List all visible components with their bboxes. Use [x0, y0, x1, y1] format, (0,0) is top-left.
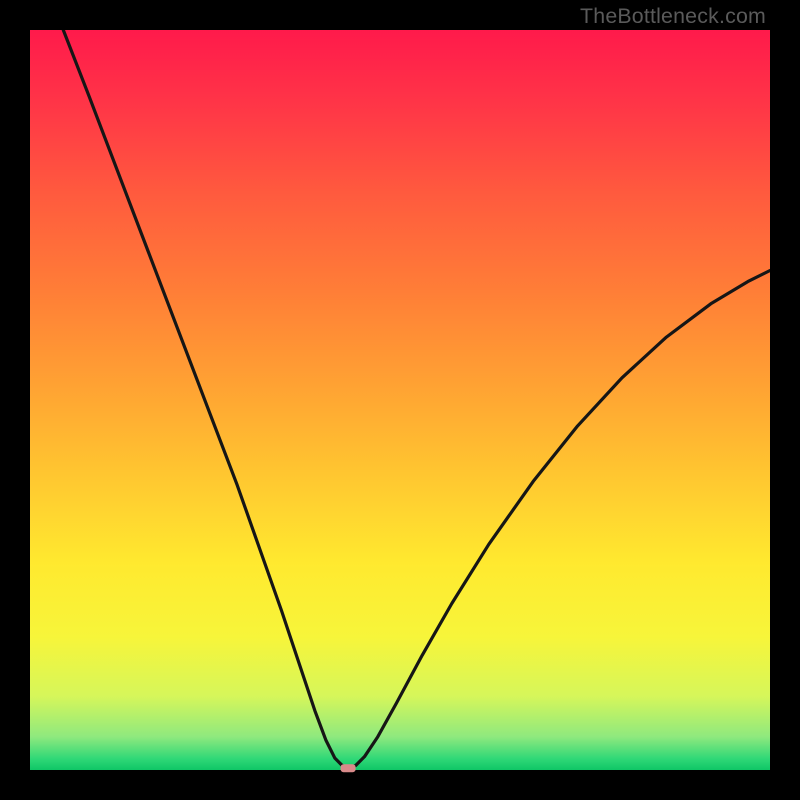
plot-area: [30, 30, 770, 770]
curve-layer: [30, 30, 770, 770]
chart-frame: TheBottleneck.com: [0, 0, 800, 800]
bottleneck-curve: [63, 30, 770, 768]
watermark-text: TheBottleneck.com: [580, 4, 766, 29]
minimum-marker: [341, 764, 356, 771]
